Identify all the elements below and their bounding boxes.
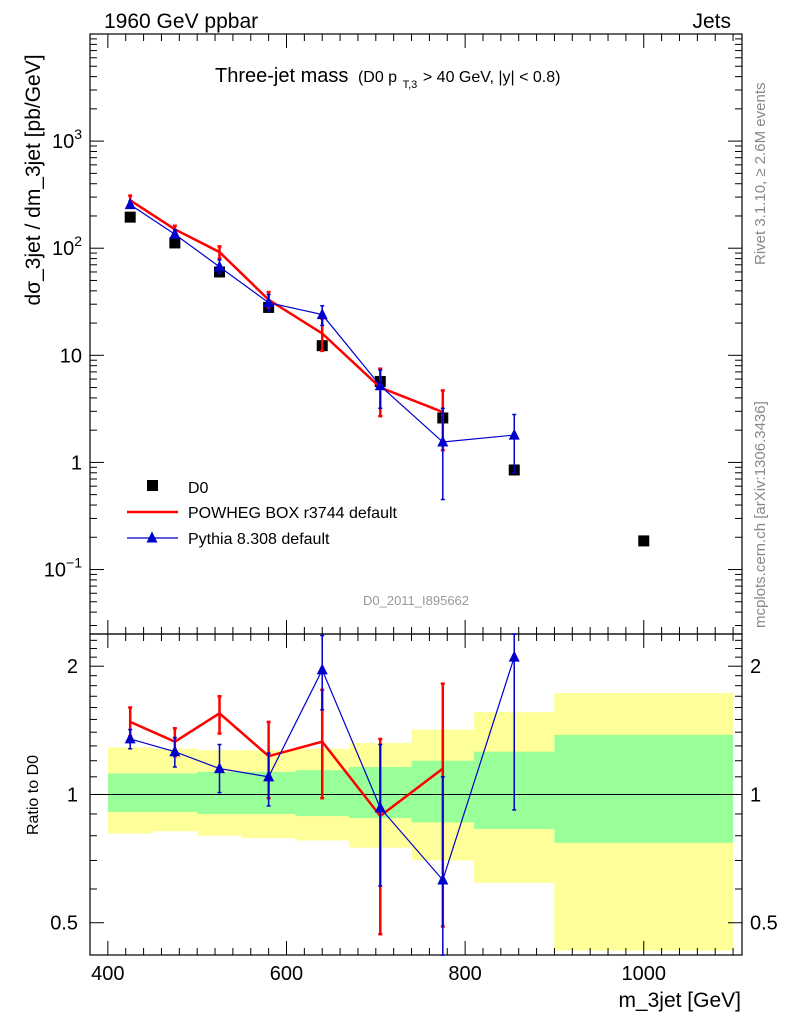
ratio-pythia-data-point bbox=[437, 873, 449, 885]
d0-data-point bbox=[638, 535, 650, 547]
header-right: Jets bbox=[692, 10, 731, 33]
ratio-pythia-series-line bbox=[130, 656, 515, 882]
title-cut-suffix: > 40 GeV, |y| < 0.8) bbox=[423, 69, 561, 86]
pythia-data-point bbox=[263, 296, 275, 308]
y-tick-base: 10 bbox=[52, 238, 74, 260]
y-axis-label: dσ_3jet / dm_3jet [pb/GeV] bbox=[22, 54, 45, 305]
band-inner-0 bbox=[107, 773, 153, 812]
ratio-y-tick-label: 0.5 bbox=[50, 913, 78, 935]
x-tick-label: 1000 bbox=[622, 963, 667, 985]
y-tick-label: 10 bbox=[60, 345, 82, 367]
pythia-data-point bbox=[374, 379, 386, 391]
legend: D0 POWHEG BOX r3744 default Pythia 8.308 d… bbox=[127, 480, 398, 548]
y-tick-label: 102 bbox=[52, 233, 82, 260]
pythia-data-point bbox=[437, 435, 449, 447]
ratio-pythia-data-point bbox=[374, 801, 386, 813]
ratio-pythia-data-point bbox=[214, 762, 226, 774]
y-tick-exp: 2 bbox=[74, 233, 82, 249]
d0-data-point bbox=[124, 211, 136, 223]
main-title: Three-jet mass (D0 p T,3 > 40 GeV, |y| <… bbox=[215, 65, 560, 93]
watermark: D0_2011_I895662 bbox=[363, 593, 469, 608]
ratio-y-tick-label: 2 bbox=[67, 656, 78, 678]
ratio-y-axis-label: Ratio to D0 bbox=[25, 755, 42, 835]
y-tick-base: 10 bbox=[52, 131, 74, 153]
legend-swatch-pythia bbox=[146, 531, 158, 543]
mcplots-label: mcplots.cern.ch [arXiv:1306.3436] bbox=[752, 401, 769, 628]
pythia-data-point bbox=[508, 428, 520, 440]
ratio-pythia-data-point bbox=[508, 650, 520, 662]
pythia-series-line bbox=[129, 204, 515, 443]
x-axis-label: m_3jet [GeV] bbox=[618, 989, 741, 1012]
legend-label-powheg: POWHEG BOX r3744 default bbox=[188, 505, 398, 522]
ratio-y-tick-label-right: 2 bbox=[750, 656, 761, 678]
pythia-data-point bbox=[214, 260, 226, 272]
ratio-pythia-data-point bbox=[124, 732, 136, 744]
x-tick-label: 400 bbox=[91, 963, 124, 985]
ratio-panel: 400 600 800 1000 m_3jet [GeV] 0.5 0.5 1 1 2 2 Ratio… bbox=[25, 633, 778, 1012]
ratio-pythia-data-point bbox=[316, 663, 328, 675]
ratio-y-tick-label-right: 1 bbox=[750, 784, 761, 806]
title-cut-sub: T,3 bbox=[403, 79, 418, 91]
y-tick-label: 103 bbox=[52, 126, 82, 153]
pythia-data-point bbox=[169, 227, 181, 239]
title-cut-prefix: (D0 p bbox=[358, 69, 397, 86]
pythia-data-point bbox=[124, 198, 136, 210]
title-main: Three-jet mass bbox=[215, 65, 348, 87]
pythia-data-point bbox=[316, 308, 328, 320]
legend-label-pythia: Pythia 8.308 default bbox=[188, 531, 330, 548]
x-tick-label: 800 bbox=[448, 963, 481, 985]
ratio-y-tick-label: 1 bbox=[67, 784, 78, 806]
y-tick-label: 1 bbox=[71, 452, 82, 474]
legend-swatch-d0 bbox=[147, 480, 158, 491]
ratio-y-tick-label-right: 0.5 bbox=[750, 913, 778, 935]
d0-data-point bbox=[169, 237, 181, 249]
y-tick-exp: 3 bbox=[74, 126, 82, 142]
y-tick-base: 10 bbox=[44, 560, 66, 582]
ratio-pythia-data-point bbox=[263, 770, 275, 782]
header-left: 1960 GeV ppbar bbox=[104, 10, 258, 33]
y-tick-label: 10−1 bbox=[44, 555, 82, 582]
y-tick-base: 1 bbox=[71, 452, 82, 474]
ratio-pythia-data-point bbox=[169, 745, 181, 757]
legend-label-d0: D0 bbox=[188, 480, 209, 497]
x-tick-label: 600 bbox=[270, 963, 303, 985]
band-inner-1 bbox=[152, 773, 198, 812]
y-tick-base: 10 bbox=[60, 345, 82, 367]
y-tick-exp: −1 bbox=[66, 555, 82, 571]
rivet-label: Rivet 3.1.10, ≥ 2.6M events bbox=[752, 83, 769, 266]
band-inner-8 bbox=[554, 734, 734, 843]
